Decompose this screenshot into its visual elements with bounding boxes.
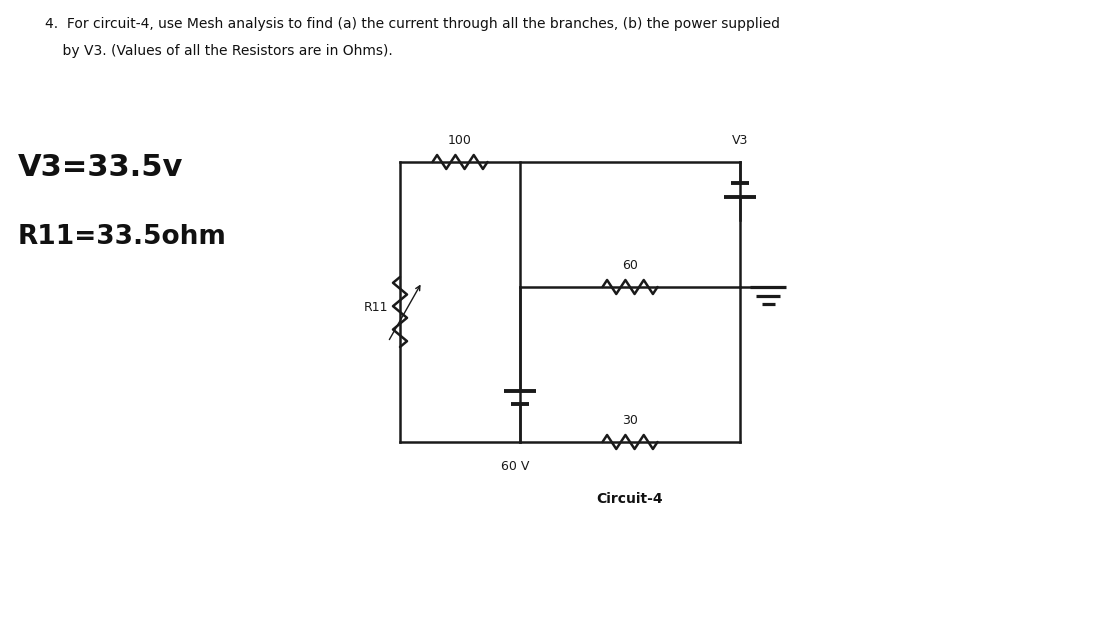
Text: by V3. (Values of all the Resistors are in Ohms).: by V3. (Values of all the Resistors are …	[45, 44, 393, 58]
Text: V3=33.5v: V3=33.5v	[18, 152, 184, 182]
Text: 100: 100	[449, 134, 472, 147]
Text: 30: 30	[622, 414, 638, 427]
Text: V3: V3	[732, 134, 748, 147]
Text: 4.  For circuit-4, use Mesh analysis to find (a) the current through all the bra: 4. For circuit-4, use Mesh analysis to f…	[45, 17, 780, 31]
Text: R11: R11	[363, 300, 388, 313]
Text: 60: 60	[622, 259, 638, 272]
Text: 60 V: 60 V	[501, 460, 529, 473]
Text: Circuit-4: Circuit-4	[596, 492, 663, 506]
Text: R11=33.5ohm: R11=33.5ohm	[18, 224, 226, 250]
